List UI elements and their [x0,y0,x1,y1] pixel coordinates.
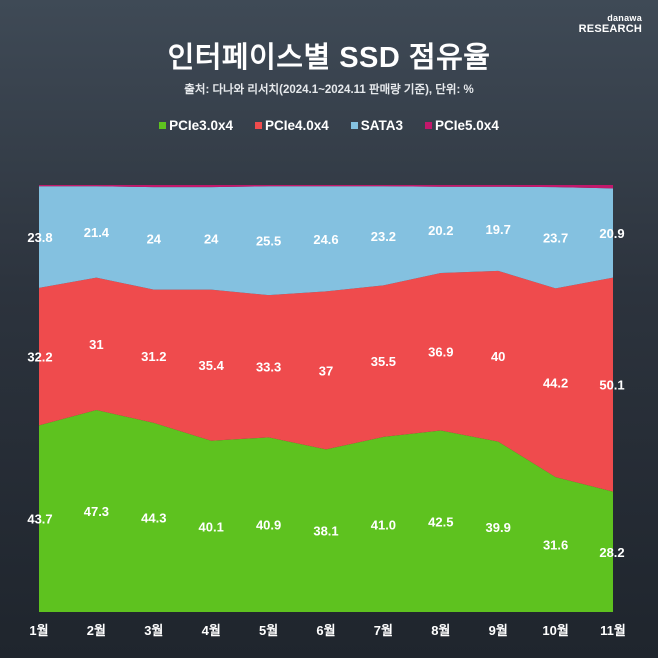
x-tick-label-11: 11월 [600,623,626,638]
value-label-pcie4-0x4-2: 31 [89,337,103,352]
brand-line1: danawa [607,13,642,23]
legend-item-pcie5: PCIe5.0x4 [425,118,499,133]
value-label-sata3-6: 24.6 [313,232,338,247]
value-label-pcie4-0x4-8: 36.9 [428,345,453,360]
x-tick-label-3: 3월 [144,623,163,638]
value-label-sata3-11: 20.9 [599,226,624,241]
value-label-sata3-7: 23.2 [371,229,396,244]
area-pcie4-0x4 [39,270,613,492]
value-label-sata3-4: 24 [204,231,219,246]
value-label-pcie3-0x4-2: 47.3 [84,504,109,519]
value-label-pcie4-0x4-1: 32.2 [27,350,52,365]
value-label-pcie4-0x4-6: 37 [319,363,333,378]
x-tick-label-7: 7월 [374,623,393,638]
area-pcie5-0x4 [39,185,613,189]
value-label-pcie3-0x4-8: 42.5 [428,514,453,529]
value-label-pcie3-0x4-3: 44.3 [141,510,166,525]
x-tick-label-1: 1월 [29,623,48,638]
value-label-sata3-1: 23.8 [27,230,52,245]
value-label-pcie3-0x4-1: 43.7 [27,512,52,527]
value-label-sata3-5: 25.5 [256,234,281,249]
value-label-pcie4-0x4-4: 35.4 [199,358,225,373]
value-label-sata3-9: 19.7 [486,222,511,237]
chart-source: 출처: 다나와 리서치(2024.1~2024.11 판매량 기준), 단위: … [184,84,474,96]
x-tick-label-8: 8월 [431,623,450,638]
x-tick-label-6: 6월 [316,623,335,638]
legend-swatch-pcie3 [159,122,167,129]
value-label-sata3-10: 23.7 [543,231,568,246]
value-label-pcie3-0x4-5: 40.9 [256,518,281,533]
value-label-pcie3-0x4-7: 41.0 [371,517,396,532]
value-label-pcie4-0x4-9: 40 [491,349,505,364]
area-sata3 [39,186,613,296]
value-label-pcie4-0x4-7: 35.5 [371,354,396,369]
value-label-sata3-8: 20.2 [428,223,453,238]
value-label-pcie4-0x4-11: 50.1 [599,378,624,393]
legend-label-pcie3: PCIe3.0x4 [169,118,233,133]
legend-swatch-sata3 [350,122,358,129]
legend-label-pcie5: PCIe5.0x4 [435,118,499,133]
brand-logo: danawa RESEARCH [579,14,642,35]
chart-title: 인터페이스별 SSD 점유율 [167,42,491,74]
x-tick-label-5: 5월 [259,623,278,638]
value-label-pcie3-0x4-6: 38.1 [313,524,338,539]
x-tick-label-10: 10월 [542,623,568,638]
legend: PCIe3.0x4 PCIe4.0x4 SATA3 PCIe5.0x4 [0,118,658,133]
value-label-sata3-3: 24 [147,231,162,246]
legend-label-sata3: SATA3 [360,118,404,133]
brand-line2: RESEARCH [578,23,642,35]
area-pcie3-0x4 [39,410,613,612]
value-label-pcie3-0x4-4: 40.1 [199,519,224,534]
value-label-pcie3-0x4-9: 39.9 [486,520,511,535]
legend-item-sata3: SATA3 [350,118,404,133]
legend-item-pcie3: PCIe3.0x4 [159,118,233,133]
x-tick-label-4: 4월 [202,623,221,638]
x-tick-label-9: 9월 [489,623,508,638]
value-label-pcie4-0x4-5: 33.3 [256,359,281,374]
value-label-pcie4-0x4-10: 44.2 [543,376,568,391]
legend-label-pcie4: PCIe4.0x4 [264,118,329,133]
legend-item-pcie4: PCIe4.0x4 [254,118,329,133]
value-label-pcie3-0x4-11: 28.2 [599,545,624,560]
legend-swatch-pcie4 [254,122,262,129]
value-label-pcie4-0x4-3: 31.2 [141,349,166,364]
value-label-sata3-2: 21.4 [84,225,110,240]
x-tick-label-2: 2월 [87,623,106,638]
value-label-pcie3-0x4-10: 31.6 [543,538,568,553]
legend-swatch-pcie5 [425,122,433,129]
